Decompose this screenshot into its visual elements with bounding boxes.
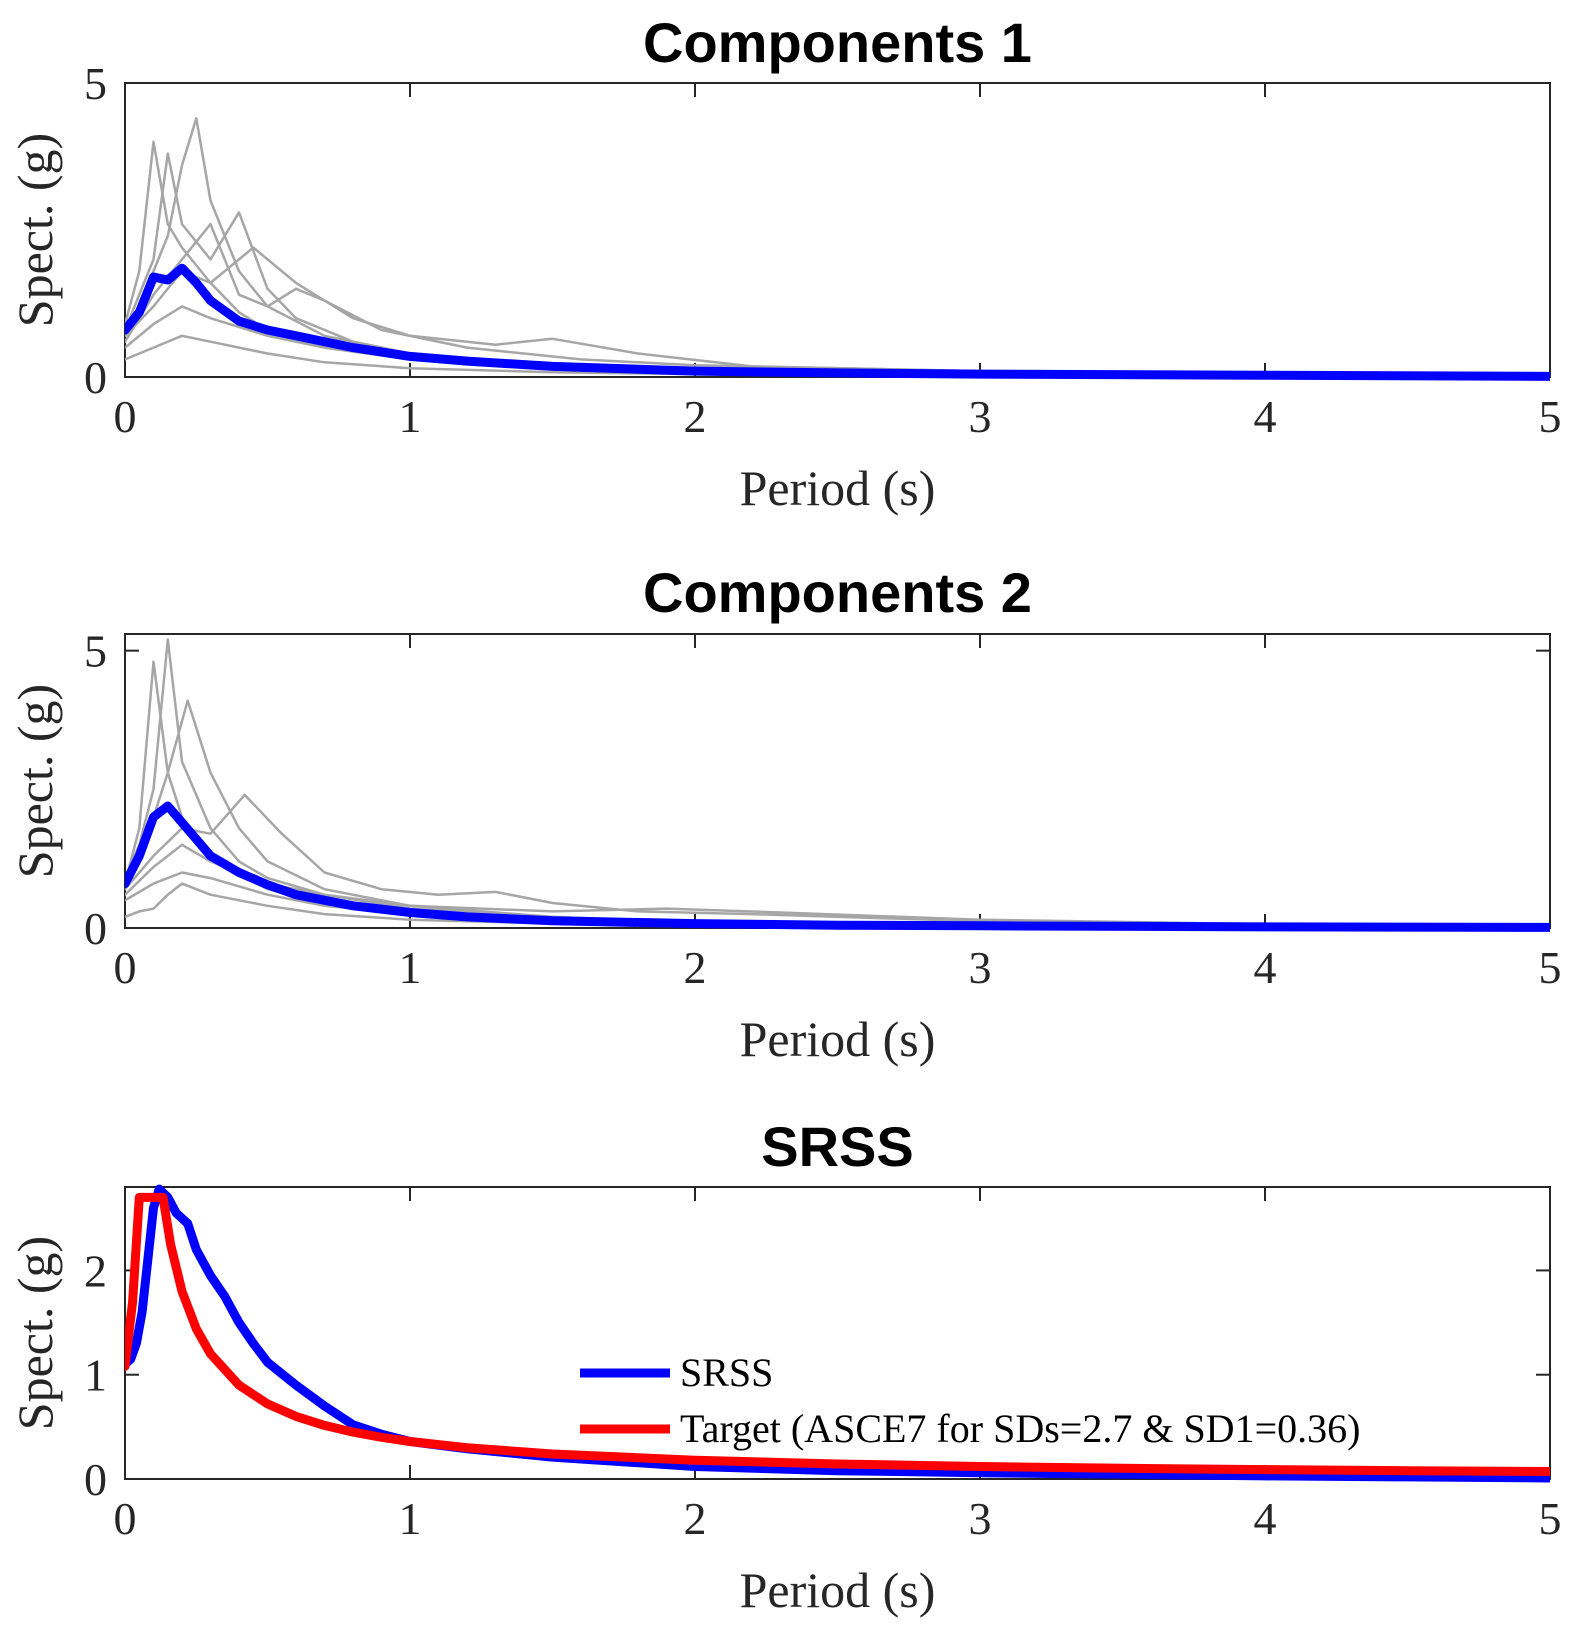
series-line-mean xyxy=(125,263,1550,381)
series-group xyxy=(125,1184,1550,1483)
series-group xyxy=(125,117,1550,381)
x-tick-label: 0 xyxy=(114,391,137,442)
legend-label: Target (ASCE7 for SDs=2.7 & SD1=0.36) xyxy=(680,1406,1360,1451)
x-axis-label: Period (s) xyxy=(740,1011,936,1067)
series-line-record-4 xyxy=(125,793,1550,928)
series-line-target-asce7-for-sds-2-7-sd1-0-36- xyxy=(125,1192,1550,1476)
x-tick-label: 2 xyxy=(684,942,707,993)
y-tick-label: 2 xyxy=(84,1245,107,1296)
chart-title: Components 2 xyxy=(643,561,1032,624)
x-axis-label: Period (s) xyxy=(740,1562,936,1618)
x-tick-label: 2 xyxy=(684,391,707,442)
x-tick-label: 5 xyxy=(1539,1493,1562,1544)
y-axis-label: Spect. (g) xyxy=(7,133,63,327)
plot-area xyxy=(124,82,1551,378)
x-tick-label: 3 xyxy=(969,942,992,993)
y-tick-label: 0 xyxy=(84,903,107,954)
chart-title: SRSS xyxy=(761,1115,914,1178)
chart-panel-2: Components 2 0 1 2 3 4 5 0 5 Period (s) Spect. (g) xyxy=(7,561,1562,1067)
series-line-mean xyxy=(125,801,1550,932)
chart-panel-3: SRSS 0 1 2 3 4 5 0 1 2 Period (s) Spect. (g) SRSS Tar… xyxy=(7,1115,1562,1618)
y-tick-label: 1 xyxy=(84,1350,107,1401)
plot-area xyxy=(124,633,1551,929)
x-tick-label: 5 xyxy=(1539,942,1562,993)
x-axis-label: Period (s) xyxy=(740,460,936,516)
series-group xyxy=(125,638,1550,932)
series-line-record-5 xyxy=(125,843,1550,928)
series-line-srss xyxy=(125,1184,1550,1483)
x-tick-label: 3 xyxy=(969,391,992,442)
y-axis-label: Spect. (g) xyxy=(7,684,63,878)
x-tick-label: 5 xyxy=(1539,391,1562,442)
x-tick-label: 3 xyxy=(969,1493,992,1544)
chart-panel-1: Components 1 0 1 2 3 4 5 0 5 Period (s) Spect. (g) xyxy=(7,11,1562,516)
legend: SRSS Target (ASCE7 for SDs=2.7 & SD1=0.36… xyxy=(580,1350,1360,1451)
y-tick-label: 0 xyxy=(84,1454,107,1505)
x-tick-label: 4 xyxy=(1254,942,1277,993)
legend-label: SRSS xyxy=(680,1350,773,1395)
x-tick-label: 0 xyxy=(114,1493,137,1544)
x-tick-label: 1 xyxy=(399,942,422,993)
x-tick-label: 1 xyxy=(399,1493,422,1544)
chart-title: Components 1 xyxy=(643,11,1032,74)
x-tick-label: 2 xyxy=(684,1493,707,1544)
y-tick-label: 0 xyxy=(84,352,107,403)
x-tick-label: 4 xyxy=(1254,1493,1277,1544)
y-tick-label: 5 xyxy=(84,626,107,677)
x-tick-label: 4 xyxy=(1254,391,1277,442)
y-tick-label: 5 xyxy=(84,58,107,109)
x-tick-label: 1 xyxy=(399,391,422,442)
y-axis-label: Spect. (g) xyxy=(7,1236,63,1430)
x-tick-label: 0 xyxy=(114,942,137,993)
